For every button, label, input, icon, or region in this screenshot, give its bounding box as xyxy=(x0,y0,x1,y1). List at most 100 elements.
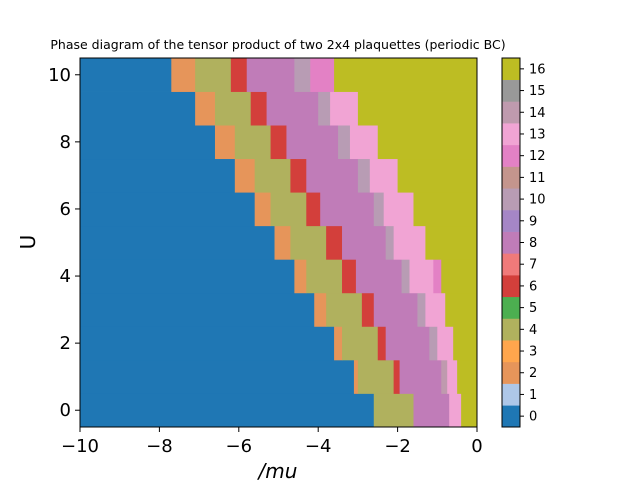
heatmap-cell-U6-band1 xyxy=(254,192,271,227)
heatmap-cell-U2-band2 xyxy=(342,326,379,361)
heatmap-cell-U10-band1 xyxy=(171,58,196,92)
heatmap-cell-U7-band4 xyxy=(306,158,359,193)
heatmap-cell-U0-band1 xyxy=(373,393,414,428)
x-tick-label: −4 xyxy=(305,436,332,457)
heatmap-cell-U1-band5 xyxy=(441,359,448,394)
heatmap-cell-U7-band6 xyxy=(369,158,398,193)
y-tick-label: 10 xyxy=(48,65,71,86)
heatmap-cell-U5-band2 xyxy=(290,225,327,260)
heatmap-cell-U2-band0 xyxy=(80,326,335,361)
y-tick-label: 8 xyxy=(60,132,71,153)
heatmap-cell-U0-band4 xyxy=(461,393,478,428)
heatmap-cells xyxy=(80,58,478,428)
colorbar-swatch-10 xyxy=(502,188,520,211)
heatmap-cell-U6-band3 xyxy=(306,192,321,227)
heatmap-cell-U7-band1 xyxy=(234,158,256,193)
colorbar-swatch-8 xyxy=(502,231,520,254)
heatmap-cell-U10-band2 xyxy=(195,58,232,92)
colorbar-tick-label: 7 xyxy=(529,258,537,273)
heatmap-cell-U8-band1 xyxy=(214,125,236,160)
colorbar-swatch-15 xyxy=(502,79,520,102)
heatmap-cell-U6-band4 xyxy=(320,192,375,227)
colorbar-swatch-11 xyxy=(502,166,520,189)
colorbar-tick-label: 4 xyxy=(529,323,537,338)
colorbar-tick-label: 2 xyxy=(529,366,537,381)
heatmap-cell-U8-band2 xyxy=(234,125,271,160)
heatmap-cell-U1-band4 xyxy=(399,359,442,394)
heatmap-cell-U9-band0 xyxy=(80,91,196,126)
heatmap-cell-U2-band1 xyxy=(334,326,343,361)
heatmap-cell-U10-band5 xyxy=(294,58,311,92)
colorbar-swatch-4 xyxy=(502,318,520,341)
heatmap-cell-U9-band1 xyxy=(195,91,216,126)
heatmap-cell-U7-band0 xyxy=(80,158,236,193)
colorbar-swatch-16 xyxy=(502,58,520,81)
chart-title: Phase diagram of the tensor product of t… xyxy=(50,37,505,52)
heatmap-cell-U5-band6 xyxy=(393,225,426,260)
plot-frame xyxy=(79,57,478,428)
heatmap-cell-U9-band3 xyxy=(250,91,267,126)
heatmap-cell-U4-band2 xyxy=(306,259,343,294)
colorbar-tick-label: 6 xyxy=(529,279,537,294)
heatmap-cell-U5-band0 xyxy=(80,225,275,260)
heatmap-cell-U10-band6 xyxy=(310,58,335,92)
y-axis-label: U xyxy=(16,235,40,250)
colorbar-tick-label: 16 xyxy=(529,62,546,77)
x-axis-ticks: −10 −8 −6 −4 −2 0 xyxy=(61,427,483,457)
colorbar-tick-label: 12 xyxy=(529,149,546,164)
colorbar-swatch-7 xyxy=(502,253,520,276)
heatmap-cell-U9-band7 xyxy=(357,91,478,126)
heatmap-cell-U10-band7 xyxy=(334,58,478,92)
heatmap-cell-U1-band2 xyxy=(357,359,395,394)
colorbar-tick-label: 9 xyxy=(529,214,537,229)
heatmap-cell-U2-band4 xyxy=(385,326,430,361)
heatmap-cell-U4-band7 xyxy=(433,259,442,294)
heatmap-cell-U8-band0 xyxy=(80,125,216,160)
colorbar-swatch-2 xyxy=(502,361,520,384)
heatmap-cell-U10-band3 xyxy=(230,58,248,92)
heatmap-cell-U10-band0 xyxy=(80,58,172,92)
colorbar-swatch-9 xyxy=(502,209,520,232)
colorbar-swatch-12 xyxy=(502,144,520,167)
colorbar-tick-label: 14 xyxy=(529,106,546,121)
heatmap-cell-U1-band1 xyxy=(353,359,359,394)
heatmap-cell-U4-band3 xyxy=(342,259,357,294)
heatmap-cell-U2-band7 xyxy=(453,326,478,361)
y-tick-label: 4 xyxy=(60,266,71,287)
x-tick-label: −8 xyxy=(146,436,173,457)
heatmap-cell-U5-band1 xyxy=(274,225,291,260)
colorbar-tick-label: 5 xyxy=(529,301,537,316)
colorbar-swatch-0 xyxy=(502,405,520,428)
y-tick-label: 2 xyxy=(60,333,71,354)
colorbar-tick-label: 1 xyxy=(529,388,537,403)
heatmap-cell-U6-band7 xyxy=(413,192,478,227)
heatmap-cell-U5-band3 xyxy=(326,225,343,260)
colorbar-swatch-1 xyxy=(502,383,520,406)
x-tick-label: −10 xyxy=(61,436,99,457)
y-axis-ticks: 0 2 4 6 8 10 xyxy=(48,65,80,421)
heatmap-cell-U3-band2 xyxy=(326,292,363,327)
heatmap-cell-U1-band6 xyxy=(447,359,458,394)
heatmap-cell-U9-band2 xyxy=(214,91,252,126)
heatmap-cell-U8-band7 xyxy=(377,125,478,160)
colorbar-tick-label: 3 xyxy=(529,345,537,360)
colorbar-tick-label: 10 xyxy=(529,193,546,208)
heatmap-cell-U4-band1 xyxy=(294,259,307,294)
heatmap-cell-U3-band6 xyxy=(425,292,446,327)
heatmap-cell-U0-band2 xyxy=(413,393,450,428)
heatmap-cell-U1-band7 xyxy=(457,359,478,394)
heatmap-cell-U7-band2 xyxy=(254,158,291,193)
heatmap-cell-U4-band4 xyxy=(355,259,402,294)
heatmap-cell-U0-band0 xyxy=(80,393,375,428)
heatmap-cell-U9-band4 xyxy=(266,91,319,126)
x-tick-label: −2 xyxy=(384,436,411,457)
x-tick-label: 0 xyxy=(471,436,482,457)
colorbar-swatch-5 xyxy=(502,296,520,319)
heatmap-cell-U6-band6 xyxy=(383,192,414,227)
heatmap-cell-U2-band5 xyxy=(429,326,438,361)
colorbar-swatch-6 xyxy=(502,275,520,298)
heatmap-cell-U3-band3 xyxy=(361,292,375,327)
heatmap-cell-U5-band5 xyxy=(385,225,395,260)
